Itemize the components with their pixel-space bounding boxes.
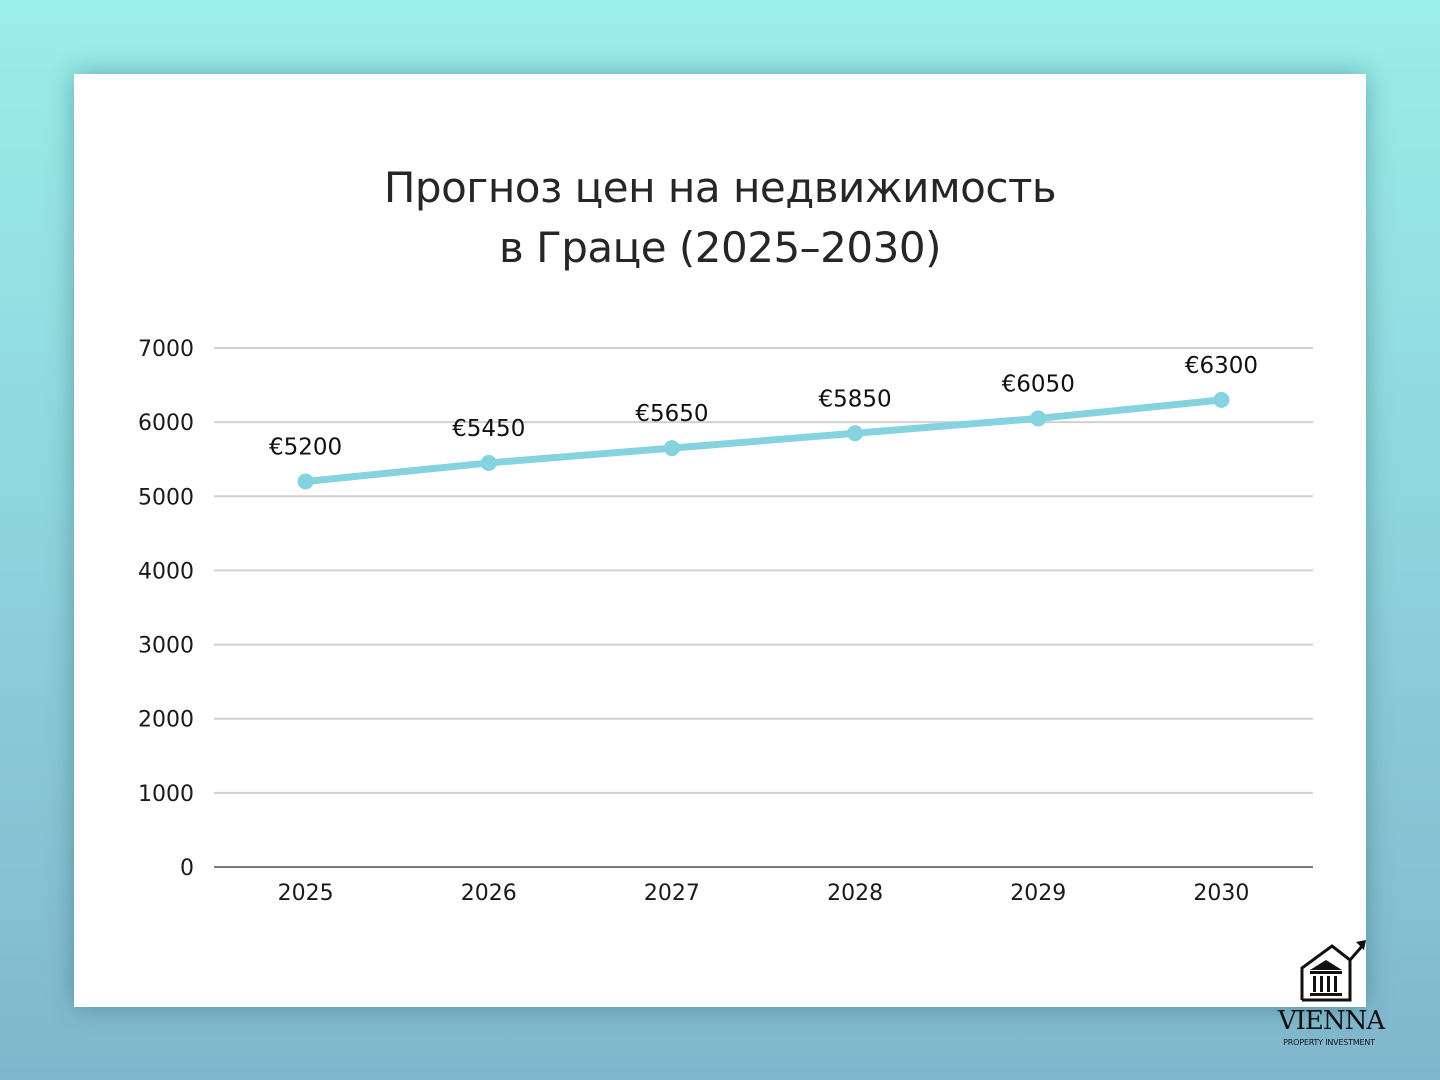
x-tick-label: 2028 <box>827 881 883 906</box>
y-axis-ticks: 0 1000 2000 3000 4000 5000 6000 7000 <box>138 337 194 881</box>
logo-wordmark: VIENNA <box>1277 1006 1385 1036</box>
data-point <box>1213 391 1230 408</box>
logo-emblem <box>1268 940 1366 1006</box>
data-label: €6050 <box>1002 371 1075 397</box>
x-axis-ticks: 2025 2026 2027 2028 2029 2030 <box>278 881 1250 906</box>
building-growth-icon <box>1300 940 1366 1002</box>
data-point <box>297 473 314 490</box>
data-point <box>847 425 864 442</box>
gridlines <box>214 347 1313 868</box>
data-label: €5450 <box>452 416 525 442</box>
data-label: €5650 <box>635 401 708 427</box>
data-label: €6300 <box>1185 353 1258 379</box>
y-tick-label: 7000 <box>138 337 194 362</box>
data-point <box>1030 410 1047 427</box>
y-tick-label: 0 <box>180 856 194 881</box>
y-tick-label: 1000 <box>138 782 194 807</box>
y-tick-label: 3000 <box>138 634 194 659</box>
chart-card <box>74 74 1366 1007</box>
data-label: €5200 <box>269 434 342 460</box>
series-line <box>302 396 1225 485</box>
x-tick-label: 2029 <box>1010 881 1066 906</box>
chart-title-line-1: Прогноз цен на недвижимость <box>383 163 1057 212</box>
x-tick-label: 2030 <box>1193 881 1249 906</box>
x-tick-label: 2027 <box>644 881 700 906</box>
data-label: €5850 <box>818 386 891 412</box>
vienna-property-logo: VIENNA PROPERTY INVESTMENT <box>1268 940 1390 1050</box>
y-tick-label: 6000 <box>138 411 194 436</box>
data-point <box>480 454 497 471</box>
data-labels: €5200 €5450 €5650 €5850 €6050 €6300 <box>269 353 1258 461</box>
y-tick-label: 4000 <box>138 559 194 584</box>
chart-title-line-2: в Граце (2025–2030) <box>499 223 941 272</box>
y-tick-label: 5000 <box>138 485 194 510</box>
y-tick-label: 2000 <box>138 708 194 733</box>
logo-subtitle: PROPERTY INVESTMENT <box>1283 1038 1375 1047</box>
x-tick-label: 2026 <box>461 881 517 906</box>
x-tick-label: 2025 <box>278 881 334 906</box>
data-point <box>663 440 680 457</box>
chart-title: Прогноз цен на недвижимость в Граце (202… <box>0 158 1440 278</box>
data-points <box>297 391 1230 490</box>
